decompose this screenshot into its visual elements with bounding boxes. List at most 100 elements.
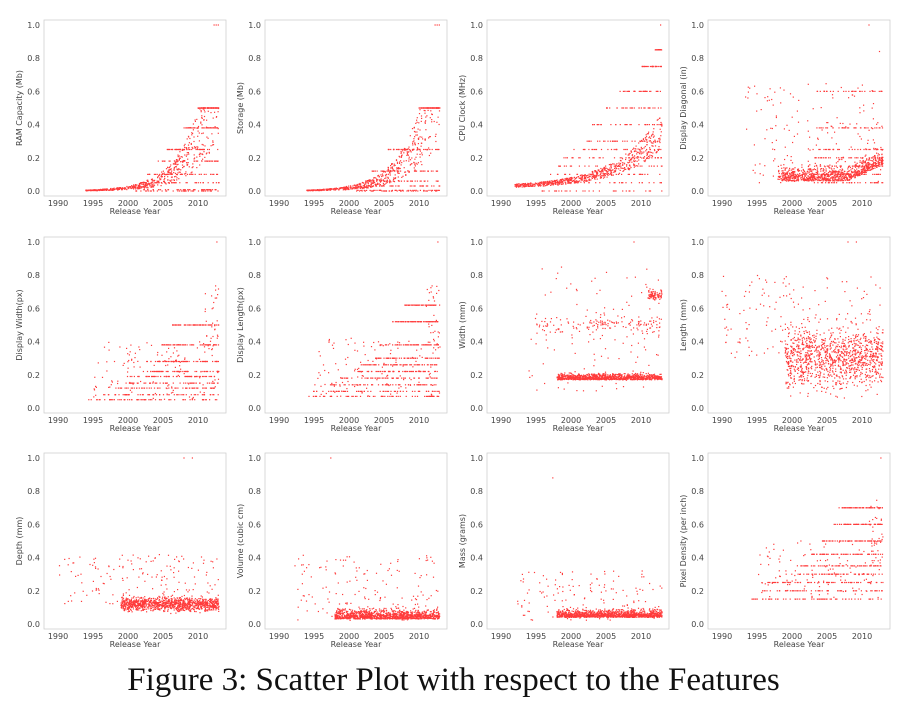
data-point — [140, 380, 142, 383]
data-point — [205, 360, 207, 363]
data-point — [867, 163, 870, 165]
data-point — [540, 185, 542, 187]
data-point — [866, 148, 868, 151]
data-point — [626, 107, 628, 109]
data-point — [143, 187, 145, 189]
data-point — [436, 121, 438, 123]
data-point — [866, 169, 869, 171]
data-point — [191, 148, 193, 151]
data-point — [407, 154, 409, 156]
data-point — [856, 123, 858, 125]
data-point — [205, 160, 208, 162]
data-point — [628, 154, 630, 156]
data-point — [179, 173, 181, 175]
data-point — [211, 348, 213, 350]
data-point — [567, 182, 569, 184]
data-point — [398, 185, 400, 187]
data-point — [830, 172, 833, 174]
data-point — [609, 182, 611, 184]
data-point — [872, 157, 874, 159]
data-point — [396, 168, 398, 170]
data-point — [849, 176, 851, 179]
data-point — [840, 166, 842, 168]
data-point — [801, 164, 803, 166]
y-axis-label: Display Length(px) — [236, 287, 245, 363]
data-point — [609, 140, 612, 142]
data-point — [349, 186, 351, 189]
data-point — [406, 190, 408, 192]
data-point — [426, 395, 428, 397]
data-point — [414, 180, 416, 182]
data-point — [129, 375, 131, 378]
data-point — [173, 324, 175, 326]
data-point — [431, 121, 433, 123]
data-point — [216, 320, 218, 322]
data-point — [340, 187, 342, 189]
data-point — [787, 171, 789, 173]
data-point — [861, 161, 863, 163]
data-point — [125, 387, 128, 389]
data-point — [125, 382, 127, 384]
data-point — [166, 344, 168, 346]
data-point — [176, 189, 178, 191]
data-point — [395, 148, 398, 151]
data-point — [868, 164, 870, 166]
data-point — [201, 117, 203, 119]
data-point — [603, 174, 606, 176]
data-point — [580, 181, 582, 183]
data-point — [386, 173, 388, 175]
data-point — [200, 371, 202, 373]
data-point — [643, 156, 646, 158]
data-point — [415, 162, 417, 164]
data-point — [413, 162, 415, 164]
data-point — [600, 176, 602, 178]
data-point — [137, 382, 139, 384]
data-point — [826, 179, 829, 181]
data-point — [211, 354, 213, 357]
data-point — [161, 370, 163, 373]
data-point — [830, 173, 832, 175]
data-point — [174, 370, 176, 373]
data-point — [822, 178, 824, 180]
data-point — [212, 117, 214, 119]
data-point — [415, 189, 417, 191]
data-point — [659, 139, 661, 141]
data-point — [197, 127, 199, 129]
data-point — [185, 173, 187, 175]
data-point — [394, 170, 396, 172]
data-point — [835, 143, 837, 145]
data-point — [94, 376, 96, 378]
data-point — [639, 153, 641, 155]
data-point — [158, 180, 160, 182]
data-point — [874, 173, 876, 175]
data-point — [780, 164, 782, 166]
data-point — [381, 170, 383, 172]
data-point — [619, 90, 621, 92]
data-point — [207, 160, 209, 162]
data-point — [185, 382, 187, 384]
data-point — [193, 160, 195, 162]
data-point — [848, 179, 851, 181]
data-point — [813, 179, 815, 181]
y-tick-label: 1.0 — [248, 238, 261, 247]
data-point — [629, 168, 631, 170]
data-point — [405, 174, 407, 176]
data-point — [172, 370, 174, 373]
data-point — [588, 176, 590, 178]
data-point — [550, 173, 552, 175]
data-point — [657, 49, 659, 51]
x-tick-label: 2010 — [409, 199, 429, 208]
data-point — [645, 190, 647, 192]
data-point — [771, 98, 773, 101]
data-point — [110, 188, 112, 190]
data-point — [118, 394, 120, 396]
data-point — [843, 178, 845, 180]
data-point — [192, 129, 194, 131]
data-point — [167, 148, 169, 151]
data-point — [428, 136, 431, 138]
data-point — [384, 171, 386, 173]
data-point — [849, 166, 851, 169]
data-point — [821, 178, 823, 180]
data-point — [163, 360, 165, 363]
data-point — [524, 186, 526, 188]
